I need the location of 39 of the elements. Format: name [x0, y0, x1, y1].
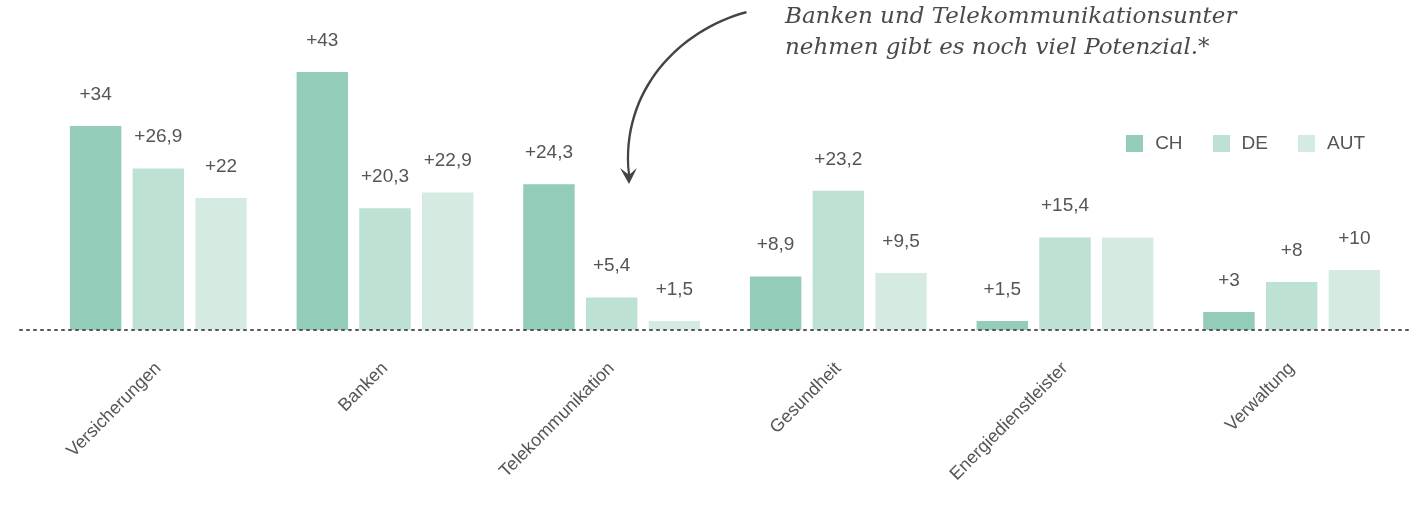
data-label: +24,3 [524, 140, 573, 162]
data-label: +15,4 [1040, 194, 1090, 216]
bar [359, 208, 411, 330]
data-label: +22 [204, 154, 238, 176]
bar [296, 71, 348, 330]
bar [422, 192, 474, 330]
data-label: +10 [1338, 226, 1371, 248]
text: Banken und Telekommunikationsunter nehmen gibt es noch viel Potenzial.* [785, 1, 1237, 61]
data-label: +1,5 [655, 277, 694, 299]
bar [132, 168, 185, 330]
bar [69, 125, 122, 330]
data-label: +43 [306, 28, 339, 50]
bar [1039, 237, 1091, 330]
bar [648, 320, 701, 330]
bar [523, 184, 575, 330]
bar [976, 320, 1028, 330]
data-label: +26,9 [134, 125, 183, 147]
bar [585, 297, 638, 330]
bar [875, 272, 927, 330]
bar [195, 197, 247, 330]
bar [749, 276, 802, 330]
data-label: +8,9 [756, 233, 795, 255]
data-label: +22,9 [423, 149, 472, 171]
data-label: +34 [79, 82, 113, 104]
data-label: +5,4 [592, 254, 631, 276]
bar [1328, 269, 1381, 330]
legend-label: CH [1155, 132, 1183, 154]
data-label: +9,5 [882, 229, 920, 251]
bar [1265, 281, 1318, 330]
bar [812, 190, 865, 330]
data-label: +1,5 [983, 277, 1022, 299]
data-label: +8 [1280, 238, 1303, 260]
data-label: +23,2 [814, 147, 863, 169]
data-label: +20,3 [360, 164, 410, 186]
bar [1102, 237, 1154, 330]
bar [1203, 311, 1255, 330]
data-label: +3 [1218, 268, 1240, 290]
legend-label: DE [1241, 132, 1268, 154]
legend-label: AUT [1327, 132, 1365, 154]
